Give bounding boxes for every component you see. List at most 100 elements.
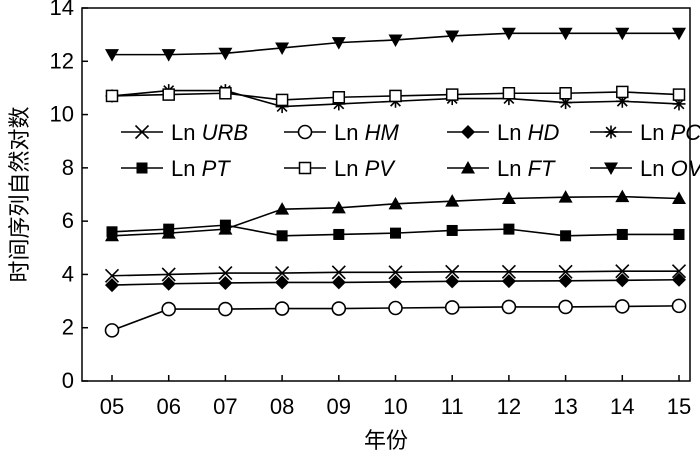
data-point-urb — [501, 264, 516, 279]
series-ft — [105, 189, 686, 242]
x-tick-label: 14 — [610, 394, 634, 419]
x-tick-label: 09 — [327, 394, 351, 419]
x-tick-label: 13 — [553, 394, 577, 419]
data-point-pv — [332, 91, 346, 104]
data-point-pv — [219, 87, 232, 100]
x-tick-label: 15 — [667, 394, 691, 419]
data-point-ovo — [275, 42, 290, 55]
data-point-hm — [104, 323, 120, 338]
data-point-ft — [161, 226, 176, 239]
legend-label: Ln OVO — [640, 156, 700, 181]
data-point-urb — [558, 264, 573, 279]
series-hd — [105, 272, 686, 293]
data-point-hm — [614, 299, 630, 314]
data-point-urb — [218, 266, 233, 281]
legend-marker — [604, 162, 618, 175]
data-point-hd — [105, 278, 119, 293]
data-point-ft — [105, 228, 119, 242]
data-point-urb — [161, 267, 176, 282]
series-layer — [104, 27, 687, 338]
data-point-hm — [161, 301, 176, 317]
data-point-ovo — [161, 49, 176, 62]
data-point-pv — [616, 85, 629, 99]
data-point-hd — [445, 274, 460, 289]
data-point-hd — [615, 273, 630, 288]
data-point-hm — [388, 300, 403, 316]
series-ovo — [105, 27, 686, 62]
legend-item-pc: Ln PC — [590, 120, 700, 145]
data-point-pt — [446, 224, 458, 236]
data-point-pt — [276, 230, 288, 242]
data-point-urb — [331, 265, 346, 280]
y-axis-title: 时间序列自然对数 — [8, 106, 33, 282]
data-point-pt — [560, 230, 572, 242]
legend: Ln URB Ln HM Ln HD Ln PC Ln PT Ln PV Ln FT Ln O… — [121, 120, 700, 181]
data-point-urb — [104, 268, 120, 283]
data-point-pv — [445, 88, 459, 101]
legend-item-hm: Ln HM — [284, 120, 399, 145]
legend-marker — [136, 162, 148, 174]
data-point-ovo — [388, 34, 403, 47]
data-point-hd — [331, 275, 346, 290]
data-point-hd — [672, 272, 686, 287]
data-point-hd — [388, 274, 403, 289]
legend-item-pv: Ln PV — [284, 156, 396, 181]
data-point-ft — [672, 191, 686, 204]
series-hm — [104, 298, 687, 338]
legend-marker — [297, 124, 313, 140]
legend-label: Ln URB — [171, 120, 248, 145]
legend-label: Ln PV — [334, 156, 396, 181]
data-point-hm — [218, 301, 233, 317]
data-point-urb — [615, 264, 630, 279]
legend-label: Ln HM — [334, 120, 399, 145]
y-tick-label: 12 — [50, 48, 74, 73]
x-tick-label: 06 — [156, 394, 180, 419]
legend-label: Ln HD — [497, 120, 559, 145]
data-point-pt — [503, 223, 515, 235]
data-point-ft — [275, 202, 290, 215]
data-point-hd — [558, 273, 573, 288]
legend-marker — [134, 124, 150, 140]
series-pt — [106, 219, 685, 242]
series-pv — [105, 85, 686, 107]
data-point-pv — [389, 89, 402, 103]
y-tick-label: 4 — [62, 261, 74, 286]
legend-item-hd: Ln HD — [447, 120, 559, 145]
data-point-pv — [162, 88, 175, 101]
data-point-pv — [559, 87, 572, 100]
x-tick-label: 10 — [383, 394, 407, 419]
data-point-hm — [671, 298, 687, 314]
data-point-ovo — [558, 27, 573, 41]
data-point-hd — [218, 275, 233, 290]
legend-item-pt: Ln PT — [121, 156, 231, 181]
data-point-pv — [672, 88, 686, 101]
data-point-ovo — [105, 49, 119, 62]
data-point-pt — [390, 227, 401, 239]
y-tick-label: 0 — [62, 368, 74, 393]
legend-label: Ln PT — [171, 156, 231, 181]
legend-label: Ln FT — [497, 156, 556, 181]
data-point-hd — [501, 274, 516, 289]
data-point-hm — [444, 300, 460, 315]
data-point-hd — [161, 276, 176, 291]
data-point-ft — [615, 189, 630, 203]
data-point-hm — [558, 299, 573, 315]
legend-marker — [298, 161, 312, 175]
x-tick-label: 12 — [497, 394, 521, 419]
x-tick-label: 07 — [213, 394, 237, 419]
data-point-ovo — [331, 37, 346, 50]
legend-marker — [461, 161, 475, 174]
data-point-ovo — [445, 30, 460, 43]
data-point-pv — [275, 93, 289, 107]
legend-item-ft: Ln FT — [447, 156, 556, 181]
y-tick-label: 6 — [62, 208, 74, 233]
legend-label: Ln PC — [640, 120, 700, 145]
data-point-ft — [388, 196, 403, 210]
data-point-pt — [333, 228, 345, 240]
y-tick-label: 8 — [62, 155, 74, 180]
data-point-urb — [388, 265, 403, 280]
data-point-hm — [501, 299, 517, 315]
axes: 0 2 4 6 8 10 12 14 05 06 07 08 09 10 11 12 13 14 15 — [50, 0, 692, 419]
data-point-pt — [673, 228, 685, 240]
